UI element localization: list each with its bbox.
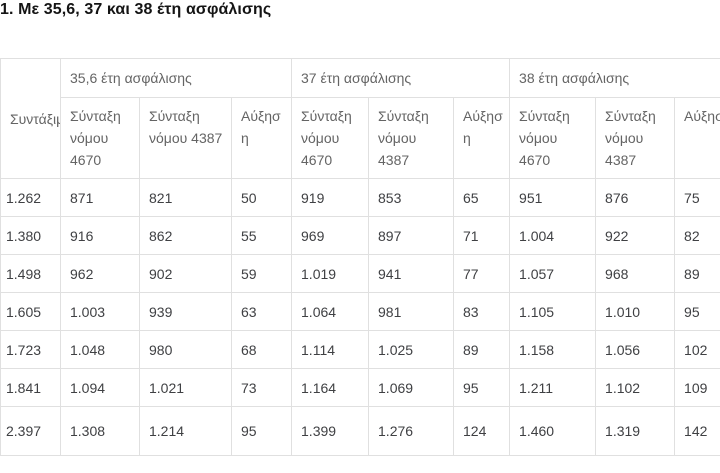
data-cell: 876 [595,178,676,217]
table-row: 1.262 871 821 50 919 853 65 951 876 75 [0,178,720,217]
subheader-cell: Σύνταξη νόμου 4387 [595,97,676,179]
data-cell: 969 [291,216,370,255]
data-cell: 939 [139,292,232,331]
data-cell: 82 [674,216,720,255]
table-row: 1.723 1.048 980 68 1.114 1.025 89 1.158 … [0,330,720,369]
data-cell: 1.003 [60,292,140,331]
data-cell: 1.048 [60,330,140,369]
data-cell: 95 [674,292,720,331]
data-cell: 102 [674,330,720,369]
subheader-cell: Σύνταξη νόμου 4387 [368,97,455,179]
group-header-row: Συντάξιμες αποδοχές 35,6 έτη ασφάλισης 3… [0,58,720,179]
data-cell: 821 [139,178,232,217]
data-cell: 1.262 [0,178,61,217]
data-cell: 1.010 [595,292,676,331]
subheader-cell: Σύνταξη νόμου 4670 [291,97,370,179]
subheader-cell: Σύνταξη νόμου 4670 [509,97,597,179]
subheader-cell: Σύνταξη νόμου 4670 [60,97,140,179]
data-cell: 124 [453,406,511,456]
group-header-cell: 35,6 έτη ασφάλισης [59,58,293,98]
data-cell: 1.019 [291,254,370,293]
data-cell: 897 [368,216,455,255]
table-row: 1.605 1.003 939 63 1.064 981 83 1.105 1.… [0,292,720,331]
data-cell: 1.308 [60,406,140,456]
data-cell: 68 [230,330,293,369]
data-cell: 922 [595,216,676,255]
data-cell: 1.276 [368,406,455,456]
table-row: 1.380 916 862 55 969 897 71 1.004 922 82 [0,216,720,255]
data-cell: 1.057 [509,254,597,293]
data-cell: 2.397 [0,406,61,456]
data-cell: 968 [595,254,676,293]
data-cell: 1.105 [509,292,597,331]
data-cell: 1.114 [291,330,370,369]
data-cell: 1.460 [509,406,597,456]
data-cell: 71 [453,216,511,255]
data-cell: 142 [674,406,720,456]
subheader-cell: Σύνταξη νόμου 4387 [139,97,232,179]
data-cell: 1.094 [60,368,140,407]
data-cell: 1.069 [368,368,455,407]
data-cell: 1.723 [0,330,61,369]
data-cell: 941 [368,254,455,293]
data-cell: 1.211 [509,368,597,407]
data-cell: 1.021 [139,368,232,407]
subheader-cell: Αύξηση [674,97,720,179]
data-cell: 50 [230,178,293,217]
table-row: 2.397 1.308 1.214 95 1.399 1.276 124 1.4… [0,406,720,456]
data-cell: 980 [139,330,232,369]
data-cell: 83 [453,292,511,331]
data-cell: 916 [60,216,140,255]
data-cell: 63 [230,292,293,331]
data-cell: 1.841 [0,368,61,407]
data-cell: 1.025 [368,330,455,369]
page-title: 1. Με 35,6, 37 και 38 έτη ασφάλισης [0,1,272,18]
data-cell: 89 [453,330,511,369]
data-cell: 89 [674,254,720,293]
group-header-cell: 37 έτη ασφάλισης [291,58,511,98]
data-cell: 95 [230,406,293,456]
data-cell: 1.102 [595,368,676,407]
data-cell: 73 [230,368,293,407]
sub-header-row: Σύνταξη νόμου 4670 Σύνταξη νόμου 4387 Αύ… [1,97,720,179]
data-cell: 871 [60,178,140,217]
data-cell: 95 [453,368,511,407]
data-cell: 919 [291,178,370,217]
data-cell: 862 [139,216,232,255]
data-cell: 1.319 [595,406,676,456]
data-cell: 109 [674,368,720,407]
data-cell: 1.380 [0,216,61,255]
pension-table: Συντάξιμες αποδοχές 35,6 έτη ασφάλισης 3… [0,58,720,456]
data-cell: 1.158 [509,330,597,369]
data-cell: 1.004 [509,216,597,255]
data-cell: 962 [60,254,140,293]
subheader-cell: Αύξηση [230,97,293,179]
subheader-cell: Αύξηση [453,97,511,179]
data-cell: 951 [509,178,597,217]
data-cell: 902 [139,254,232,293]
data-cell: 1.214 [139,406,232,456]
data-cell: 1.605 [0,292,61,331]
data-cell: 1.399 [291,406,370,456]
data-cell: 55 [230,216,293,255]
corner-header-cell: Συντάξιμες αποδοχές [0,58,61,179]
data-cell: 853 [368,178,455,217]
data-cell: 65 [453,178,511,217]
data-cell: 59 [230,254,293,293]
group-header-cell: 38 έτη ασφάλισης [509,58,720,98]
data-cell: 981 [368,292,455,331]
data-cell: 1.056 [595,330,676,369]
table-row: 1.841 1.094 1.021 73 1.164 1.069 95 1.21… [0,368,720,407]
data-cell: 1.164 [291,368,370,407]
data-cell: 1.498 [0,254,61,293]
data-cell: 77 [453,254,511,293]
table-row: 1.498 962 902 59 1.019 941 77 1.057 968 … [0,254,720,293]
data-cell: 75 [674,178,720,217]
data-cell: 1.064 [291,292,370,331]
